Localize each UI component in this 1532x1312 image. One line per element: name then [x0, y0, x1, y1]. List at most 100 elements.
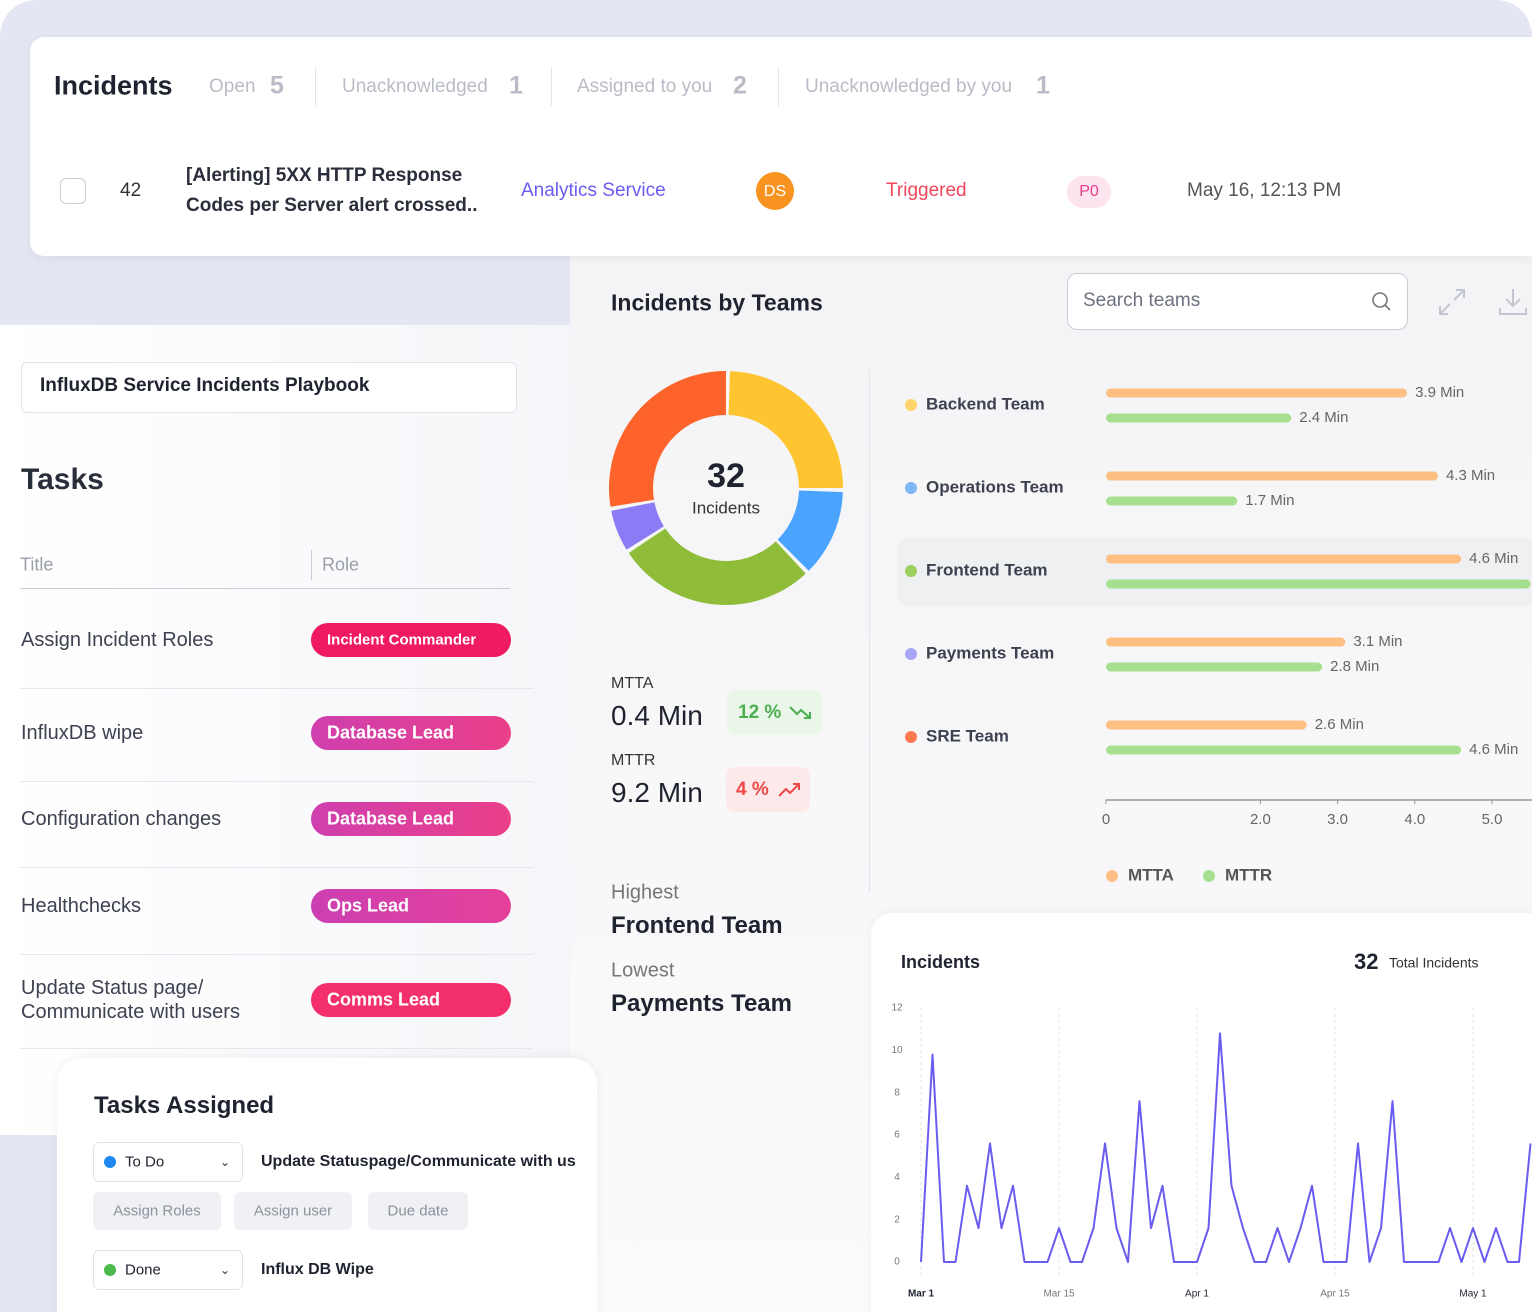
change-pill-bad	[726, 767, 810, 812]
tab-label: Unacknowledged	[342, 76, 488, 97]
row-divider	[20, 781, 533, 782]
status-dropdown[interactable]	[93, 1250, 243, 1290]
tab-divider	[551, 68, 552, 106]
value-label: 4.3 Min	[1446, 467, 1495, 484]
chevron: ⌄	[220, 1263, 231, 1277]
priority-pill	[1067, 176, 1111, 208]
checkbox[interactable]	[60, 178, 86, 204]
role-label: Incident Commander	[327, 631, 477, 649]
action-chip[interactable]	[93, 1192, 221, 1230]
tab-count: 2	[733, 71, 747, 100]
team-label: Operations Team	[926, 477, 1064, 496]
team-dot	[905, 731, 917, 743]
row-divider	[20, 1048, 533, 1049]
x-tick-label: Mar 15	[1043, 1289, 1075, 1300]
metric-label: MTTR	[611, 752, 656, 769]
status-dot	[104, 1264, 116, 1276]
status-dot	[104, 1156, 116, 1168]
highlight-row	[897, 538, 1532, 606]
team-dot	[905, 399, 917, 411]
team-label: Payments Team	[926, 643, 1054, 662]
action-label: Due date	[387, 1202, 449, 1220]
incident-id: 42	[120, 180, 142, 201]
playbook-box[interactable]	[21, 362, 517, 413]
bar	[1106, 637, 1346, 647]
donut-segment	[609, 371, 726, 507]
search-box[interactable]	[1067, 273, 1408, 330]
assignee-avatar	[756, 172, 794, 210]
task-title: Configuration changes	[21, 808, 222, 830]
bar	[1106, 388, 1408, 398]
role-label: Database Lead	[327, 808, 455, 829]
timestamp: May 16, 12:13 PM	[1187, 180, 1342, 201]
team-label: Frontend Team	[926, 560, 1048, 579]
incident-title: [Alerting] 5XX HTTP Response Codes per S…	[186, 165, 478, 216]
task-title: InfluxDB wipe	[21, 722, 144, 744]
bar	[1106, 720, 1307, 730]
bar	[1106, 496, 1238, 506]
row-divider	[20, 954, 533, 955]
y-tick-label: 2	[894, 1214, 900, 1225]
trend-up-icon	[778, 783, 800, 797]
status-dropdown[interactable]	[93, 1142, 243, 1182]
search-placeholder: Search teams	[1083, 290, 1201, 311]
tasks-title: Tasks	[21, 463, 104, 496]
donut-total: 32	[707, 457, 745, 495]
bar	[1106, 745, 1462, 755]
legend-label: MTTR	[1225, 865, 1272, 884]
value-label: 4.6 Min	[1469, 550, 1518, 567]
bar	[1106, 413, 1292, 423]
teams-title: Incidents by Teams	[611, 289, 823, 316]
x-tick-label: 4.0	[1404, 811, 1425, 828]
tab-divider	[315, 68, 316, 106]
task-title: Healthchecks	[21, 895, 142, 917]
donut-segment	[728, 371, 843, 488]
role-pill	[311, 716, 511, 750]
assignee: DS	[763, 183, 787, 200]
tab-count: 1	[1036, 71, 1050, 100]
x-tick-label: 2.0	[1250, 811, 1271, 828]
legend-label: MTTA	[1128, 865, 1174, 884]
metric-value: 0.4 Min	[611, 700, 703, 731]
role-pill	[311, 983, 511, 1017]
column-divider	[311, 550, 312, 580]
x-tick-label: 3.0	[1327, 811, 1348, 828]
service-link: Analytics Service	[521, 180, 666, 201]
role-label: Ops Lead	[327, 895, 410, 916]
tab-label: Unacknowledged by you	[805, 76, 1013, 97]
action-chip[interactable]	[368, 1192, 468, 1230]
tab-label: Open	[209, 76, 256, 97]
priority: P0	[1079, 183, 1099, 200]
tab-count: 1	[509, 71, 523, 100]
role-label: Comms Lead	[327, 989, 441, 1010]
role-label: Database Lead	[327, 722, 455, 743]
trend-down-icon	[789, 706, 811, 719]
panel-title: Incidents	[54, 70, 173, 101]
tab-divider	[778, 68, 779, 106]
team-label: SRE Team	[926, 726, 1009, 745]
tab-count: 5	[270, 71, 284, 100]
x-tick-label: 5.0	[1482, 811, 1503, 828]
x-tick-label: 0	[1102, 811, 1110, 828]
team-label: Backend Team	[926, 394, 1045, 413]
lowest-label: Lowest	[611, 959, 675, 982]
role-pill	[311, 623, 511, 657]
value-label: 2.8 Min	[1330, 658, 1379, 675]
highest-label: Highest	[611, 881, 679, 904]
status-label: To Do	[125, 1153, 165, 1171]
download-icon[interactable]	[1496, 286, 1530, 318]
role-pill	[311, 889, 511, 923]
value-label: 3.9 Min	[1415, 384, 1464, 401]
change-pill-good	[727, 690, 822, 735]
chevron: ⌄	[220, 1155, 231, 1169]
action-chip[interactable]	[234, 1192, 352, 1230]
bar	[1106, 471, 1438, 481]
metric-label: MTTA	[611, 675, 654, 692]
line-chart-card	[871, 913, 1532, 1312]
expand-icon[interactable]	[1436, 286, 1468, 318]
donut-segment	[628, 528, 806, 605]
assigned-task: Update Statuspage/Communicate with us	[261, 1153, 576, 1170]
tab-label: Assigned to you	[577, 76, 713, 97]
task-title: Assign Incident Roles	[21, 629, 214, 651]
